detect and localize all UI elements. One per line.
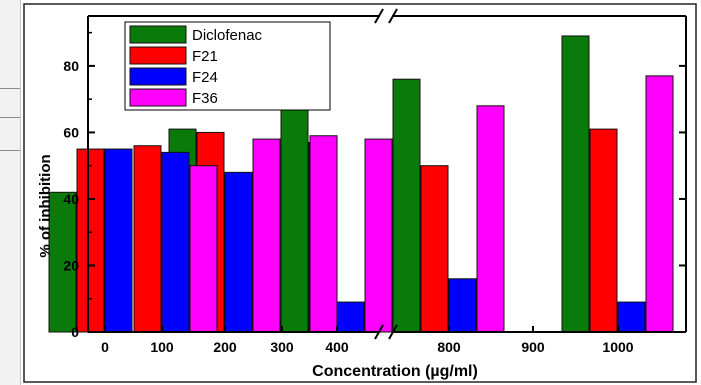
legend-label-f21: F21 <box>192 48 218 65</box>
x-tick-label-800: 800 <box>437 339 461 355</box>
bar-diclofenac-1000 <box>561 35 590 333</box>
side-panel <box>0 0 21 385</box>
bar-f24-400 <box>336 301 365 333</box>
y-tick-label: 60 <box>63 124 79 140</box>
legend-label-f36: F36 <box>192 90 218 107</box>
chart-frame <box>23 3 697 383</box>
y-tick-label: 0 <box>71 324 79 340</box>
x-tick-label-100: 100 <box>150 339 174 355</box>
bar-diclofenac-400 <box>280 108 309 333</box>
legend-swatch-f24 <box>129 67 187 86</box>
bar-f24-200 <box>224 171 253 333</box>
axis-break-mark <box>374 324 398 340</box>
legend: Diclofenac F21 F24 F36 <box>124 21 331 111</box>
bar-diclofenac-800 <box>392 78 421 333</box>
legend-swatch-diclofenac <box>129 25 187 44</box>
y-axis-label: % of inhibition <box>37 154 54 257</box>
legend-label-f24: F24 <box>192 69 218 86</box>
y-tick-label: 40 <box>63 191 79 207</box>
bar-f21-800 <box>420 165 449 333</box>
y-tick-label: 20 <box>63 257 79 273</box>
bar-f36-300 <box>309 135 338 333</box>
bar-f36-200 <box>252 138 281 333</box>
bar-diclofenac-0 <box>48 191 77 333</box>
bar-f36-400 <box>364 138 393 333</box>
bar-f21-1000 <box>589 128 618 333</box>
bar-f36-800 <box>476 105 505 333</box>
x-tick-label-900: 900 <box>521 339 545 355</box>
bars-layer <box>48 35 674 333</box>
x-tick-label-300: 300 <box>270 339 294 355</box>
x-tick-label-1000: 1000 <box>602 339 633 355</box>
bar-f21-0 <box>76 148 105 333</box>
bar-f24-100 <box>161 151 190 333</box>
legend-label-diclofenac: Diclofenac <box>192 27 263 44</box>
legend-swatch-f21 <box>129 46 187 65</box>
x-tick-label-0: 0 <box>101 339 109 355</box>
y-tick-label: 80 <box>63 58 79 74</box>
panel-divider <box>0 117 20 118</box>
bar-f24-800 <box>448 278 477 333</box>
legend-swatch-f36 <box>129 88 187 107</box>
bar-f24-1000 <box>617 301 646 333</box>
x-tick-label-400: 400 <box>325 339 349 355</box>
x-tick-label-200: 200 <box>213 339 237 355</box>
bar-f36-1000 <box>645 75 674 333</box>
bar-f36-100 <box>189 165 218 333</box>
panel-divider <box>0 150 20 151</box>
bar-f24-0 <box>104 148 133 333</box>
x-axis-label: Concentration (µg/ml) <box>312 363 478 380</box>
bar-f21-100 <box>133 145 162 333</box>
panel-divider <box>0 88 20 89</box>
axis-break-mark <box>374 8 398 24</box>
